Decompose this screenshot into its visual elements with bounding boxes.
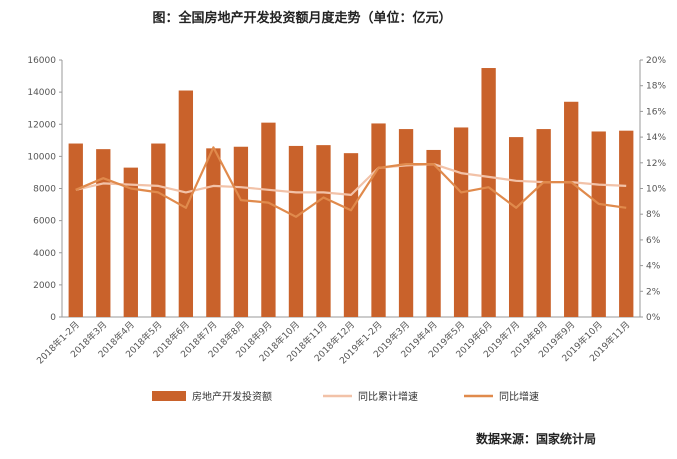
bar bbox=[371, 123, 386, 318]
y-right-tick-label: 4% bbox=[646, 262, 661, 272]
y-right-tick-label: 2% bbox=[646, 287, 661, 297]
legend-label-cumulative-growth: 同比累计增速 bbox=[358, 390, 418, 403]
bar bbox=[178, 90, 194, 317]
bar bbox=[261, 122, 276, 317]
y-left-tick-label: 4000 bbox=[33, 249, 56, 259]
y-right-tick-label: 6% bbox=[646, 236, 661, 246]
bar bbox=[619, 130, 634, 317]
bar bbox=[591, 131, 606, 317]
bar bbox=[151, 143, 166, 317]
y-left-tick-label: 10000 bbox=[27, 152, 56, 162]
line-series bbox=[75, 146, 627, 218]
y-left-tick-label: 0 bbox=[50, 313, 56, 323]
bar bbox=[316, 145, 331, 317]
x-tick-labels: 2018年1-2月2018年3月2018年4月2018年5月2018年6月201… bbox=[34, 319, 632, 367]
y-right-tick-label: 20% bbox=[646, 56, 666, 66]
bar bbox=[481, 68, 496, 317]
y-right-tick-label: 10% bbox=[646, 185, 666, 195]
legend: 房地产开发投资额 同比累计增速 同比增速 bbox=[152, 390, 539, 403]
bar bbox=[123, 167, 138, 317]
y-left-tick-label: 6000 bbox=[33, 217, 56, 227]
legend-label-investment: 房地产开发投资额 bbox=[192, 390, 272, 403]
legend-label-monthly-growth: 同比增速 bbox=[499, 390, 539, 403]
y-right-tick-label: 14% bbox=[646, 133, 666, 143]
line-cumulative-growth bbox=[75, 163, 627, 196]
y-left-tick-label: 2000 bbox=[33, 281, 56, 291]
bar bbox=[453, 127, 469, 318]
legend-swatch-investment bbox=[152, 391, 186, 401]
bar bbox=[233, 146, 249, 317]
y-left-tick-label: 14000 bbox=[27, 88, 56, 98]
data-source-note: 数据来源：国家统计局 bbox=[476, 431, 596, 446]
bar bbox=[536, 129, 551, 317]
y-left-tick-label: 12000 bbox=[27, 120, 56, 130]
bar bbox=[68, 143, 83, 317]
bar bbox=[508, 137, 524, 317]
y-right-tick-label: 16% bbox=[646, 107, 666, 117]
y-right-tick-label: 8% bbox=[646, 210, 661, 220]
y-right-tick-label: 0% bbox=[646, 313, 661, 323]
y-left-tick-label: 8000 bbox=[33, 185, 56, 195]
bar bbox=[96, 149, 111, 317]
bar bbox=[426, 149, 441, 317]
line-monthly-growth bbox=[75, 146, 627, 218]
y-right-tick-label: 18% bbox=[646, 82, 666, 92]
y-left-tick-label: 16000 bbox=[27, 56, 56, 66]
bar bbox=[343, 153, 359, 317]
bar bbox=[564, 101, 579, 317]
chart-title: 图：全国房地产开发投资额月度走势（单位：亿元） bbox=[152, 10, 451, 26]
bar bbox=[398, 129, 414, 317]
bar bbox=[206, 148, 221, 317]
bar bbox=[288, 145, 304, 317]
y-right-tick-label: 12% bbox=[646, 159, 666, 169]
